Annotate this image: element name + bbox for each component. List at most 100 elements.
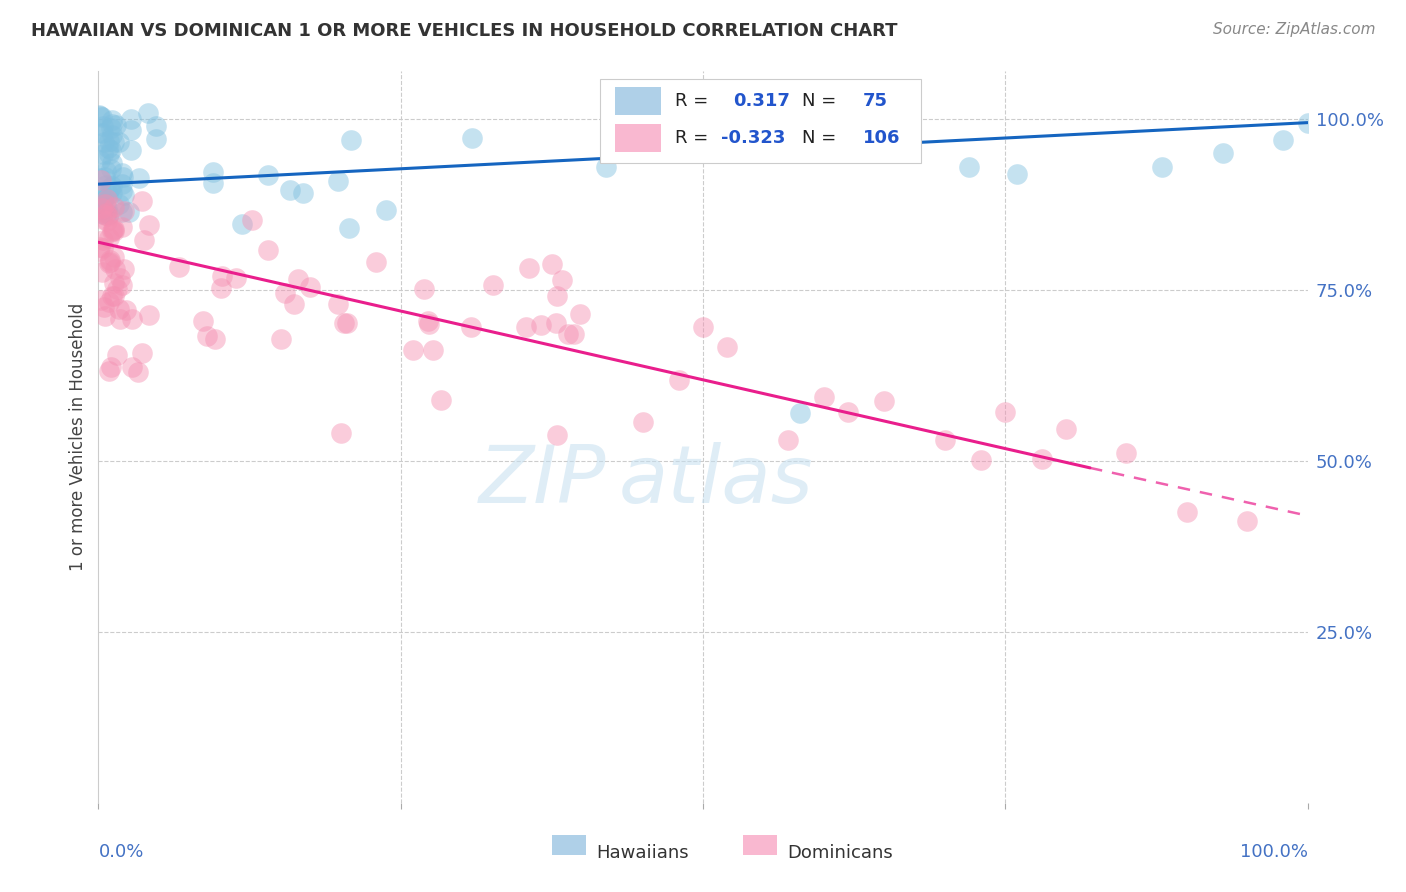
Point (96, 206, 118, 220)
Point (460, 319, 482, 334)
Point (131, 346, 153, 360)
Point (366, 255, 388, 269)
Point (93, 169, 115, 184)
Point (813, 390, 835, 404)
Point (89, 244, 111, 259)
Point (132, 233, 155, 247)
Point (121, 360, 143, 375)
Point (91, 206, 114, 220)
Point (90, 265, 112, 279)
Point (108, 135, 131, 149)
Point (97, 295, 120, 310)
Point (91, 146, 114, 161)
Point (103, 289, 125, 303)
Point (87, 108, 110, 122)
Point (1175, 505, 1198, 519)
Point (100, 143, 122, 157)
Point (103, 135, 125, 149)
Point (89, 194, 111, 209)
Point (112, 203, 135, 218)
Point (94, 197, 117, 211)
Point (120, 143, 142, 157)
Point (108, 302, 131, 317)
Point (104, 119, 127, 133)
Point (332, 316, 354, 330)
Point (105, 282, 128, 296)
FancyBboxPatch shape (614, 87, 661, 115)
Point (1296, 115, 1319, 129)
Point (103, 250, 125, 264)
Point (515, 320, 537, 334)
Point (837, 405, 859, 419)
Point (108, 271, 131, 285)
Point (283, 297, 305, 311)
Point (112, 188, 135, 202)
Point (692, 320, 714, 334)
Point (298, 280, 321, 294)
Point (98, 207, 121, 221)
Point (326, 297, 349, 311)
Point (100, 112, 122, 127)
Point (1054, 422, 1077, 436)
Point (1152, 160, 1174, 174)
Point (1212, 146, 1234, 161)
Point (145, 132, 167, 146)
Point (89, 109, 111, 123)
Text: ZIP: ZIP (479, 442, 606, 520)
Point (530, 318, 553, 332)
Point (94, 178, 117, 192)
Text: 0.317: 0.317 (734, 93, 790, 111)
Point (873, 393, 896, 408)
Point (461, 131, 484, 145)
Point (91, 119, 114, 133)
Point (375, 202, 398, 217)
Point (716, 340, 738, 354)
Text: R =: R = (675, 93, 714, 111)
Point (91, 203, 114, 218)
Point (98, 146, 121, 161)
Point (789, 406, 811, 420)
Point (776, 433, 799, 447)
Point (90, 195, 112, 210)
Point (337, 221, 360, 235)
Point (97, 230, 120, 244)
Point (546, 428, 568, 442)
Text: 0.0%: 0.0% (98, 843, 143, 861)
Point (225, 271, 247, 285)
Point (90, 201, 112, 215)
Point (934, 433, 956, 447)
Point (274, 285, 297, 300)
Point (98, 180, 121, 194)
Point (97, 186, 120, 201)
Point (110, 166, 132, 180)
Point (128, 171, 150, 186)
Point (330, 426, 353, 441)
Point (209, 281, 232, 295)
Point (201, 165, 224, 179)
Point (326, 174, 349, 188)
Point (336, 316, 359, 330)
Point (1115, 446, 1137, 460)
Point (540, 257, 562, 271)
Point (231, 217, 253, 231)
Point (93, 309, 115, 323)
Point (120, 122, 142, 136)
Point (167, 260, 190, 274)
Point (93, 191, 115, 205)
Text: atlas: atlas (619, 442, 813, 520)
Point (101, 128, 124, 143)
Point (103, 200, 125, 214)
Point (970, 453, 993, 467)
Point (90, 293, 112, 307)
Point (101, 223, 124, 237)
FancyBboxPatch shape (551, 835, 586, 855)
Text: 100.0%: 100.0% (1240, 843, 1308, 861)
Point (257, 243, 280, 257)
Point (100, 186, 122, 200)
Text: -0.323: -0.323 (721, 129, 786, 147)
Text: HAWAIIAN VS DOMINICAN 1 OR MORE VEHICLES IN HOUSEHOLD CORRELATION CHART: HAWAIIAN VS DOMINICAN 1 OR MORE VEHICLES… (31, 22, 897, 40)
Point (287, 272, 309, 286)
Point (550, 273, 572, 287)
Point (418, 314, 440, 328)
Text: N =: N = (803, 129, 842, 147)
